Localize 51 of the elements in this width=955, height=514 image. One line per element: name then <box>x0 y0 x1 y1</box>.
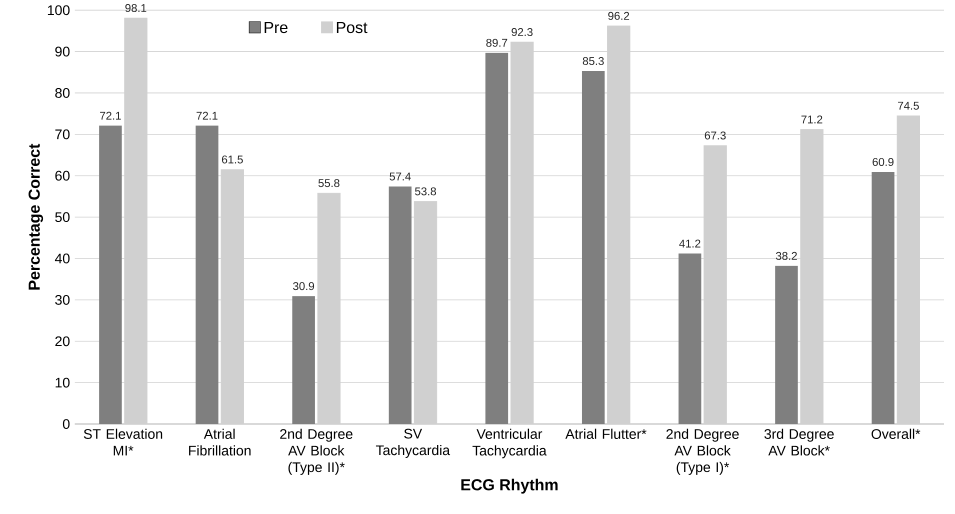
data-label: 98.1 <box>125 4 146 12</box>
legend-label: Post <box>336 22 368 34</box>
x-axis-title: ECG Rhythm <box>461 478 558 494</box>
data-label: 72.1 <box>196 112 218 120</box>
data-label: 85.3 <box>582 57 604 66</box>
bar <box>292 296 315 424</box>
y-tick-label: 0 <box>62 419 70 429</box>
x-tick-label: Overall* <box>872 428 920 439</box>
data-label: 92.3 <box>512 28 533 36</box>
data-label: 89.7 <box>486 38 508 47</box>
y-tick-label: 80 <box>55 88 70 98</box>
y-tick-label: 50 <box>55 212 70 222</box>
data-label: 57.4 <box>390 172 411 180</box>
data-label: 74.5 <box>898 102 919 110</box>
bar <box>388 186 412 424</box>
data-label: 67.3 <box>704 132 726 140</box>
y-tick-label: 70 <box>55 129 70 140</box>
y-tick-label: 30 <box>55 294 70 305</box>
data-label: 60.9 <box>872 158 894 166</box>
y-tick-label: 90 <box>55 46 70 57</box>
data-label: 61.5 <box>222 156 243 164</box>
y-tick-label: 100 <box>48 5 70 16</box>
data-label: 72.1 <box>100 112 121 120</box>
data-label: 55.8 <box>318 179 340 188</box>
y-tick-label: 20 <box>55 336 70 346</box>
x-tick-label: Atrial Flutter* <box>565 428 646 439</box>
y-tick-label: 10 <box>56 378 70 388</box>
y-tick-label: 40 <box>54 254 70 264</box>
bar <box>678 254 702 424</box>
bar <box>99 126 122 424</box>
data-label: 53.8 <box>415 187 436 196</box>
x-tick-label: ST Elevation MI* <box>84 428 162 456</box>
y-axis-title: Percentage Correct <box>28 144 44 290</box>
bar <box>775 266 798 424</box>
bar <box>196 126 218 424</box>
data-label: 38.2 <box>776 252 797 260</box>
x-tick-label: Atrial Fibrillation <box>189 428 251 456</box>
data-label: 41.2 <box>679 240 700 248</box>
data-label: 96.2 <box>608 12 630 20</box>
x-tick-label: 2nd Degree AV Block (Type I)* <box>666 428 739 475</box>
x-tick-label: SV Tachycardia <box>376 428 450 458</box>
bar <box>872 172 894 424</box>
y-tick-label: 60 <box>55 170 70 181</box>
data-label: 71.2 <box>801 115 822 124</box>
legend-label: Pre <box>264 22 288 34</box>
bar <box>485 52 508 424</box>
data-label: 30.9 <box>293 282 314 290</box>
x-tick-label: 3rd Degree AV Block* <box>764 428 834 456</box>
x-tick-label: Ventricular Tachycardia <box>472 428 547 458</box>
bar <box>582 71 605 424</box>
x-tick-label: 2nd Degree AV Block (Type II)* <box>280 428 352 475</box>
